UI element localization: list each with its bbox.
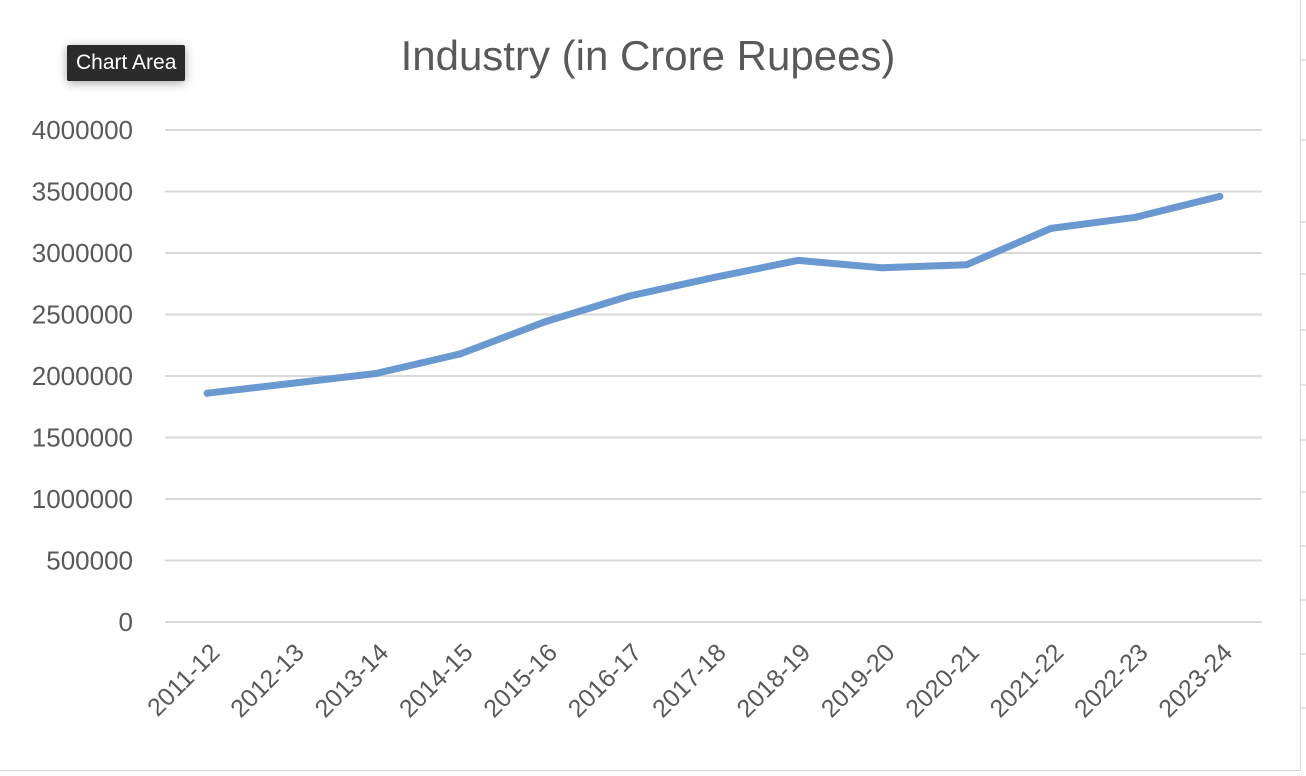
data-point[interactable] bbox=[203, 389, 211, 397]
data-point[interactable] bbox=[878, 264, 886, 272]
y-tick-label: 1500000 bbox=[32, 423, 133, 453]
y-tick-label: 3500000 bbox=[32, 177, 133, 207]
x-tick-label: 2012-13 bbox=[225, 638, 310, 723]
data-point[interactable] bbox=[963, 261, 971, 269]
y-tick-label: 3000000 bbox=[32, 238, 133, 268]
x-tick-label: 2017-18 bbox=[647, 638, 732, 723]
x-tick-label: 2014-15 bbox=[394, 638, 479, 723]
window-edge-ticks bbox=[1300, 59, 1306, 709]
x-tick-label: 2015-16 bbox=[478, 638, 563, 723]
x-tick-label: 2018-19 bbox=[731, 638, 816, 723]
data-point[interactable] bbox=[794, 256, 802, 264]
x-tick-label: 2020-21 bbox=[900, 638, 985, 723]
series-line[interactable] bbox=[203, 192, 1224, 397]
data-point[interactable] bbox=[1131, 213, 1139, 221]
y-tick-label: 4000000 bbox=[32, 115, 133, 145]
chart-area-tooltip: Chart Area bbox=[67, 45, 186, 81]
data-point[interactable] bbox=[1216, 192, 1224, 200]
y-axis-tick-labels: 0 500000 1000000 1500000 2000000 2500000 30000… bbox=[32, 115, 133, 637]
data-point[interactable] bbox=[456, 350, 464, 358]
x-tick-label: 2021-22 bbox=[985, 638, 1070, 723]
x-tick-label: 2016-17 bbox=[563, 638, 648, 723]
x-axis-tick-labels: 2011-12 2012-13 2013-14 2014-15 2015-16 2016-… bbox=[142, 638, 1238, 723]
y-tick-label: 2000000 bbox=[32, 361, 133, 391]
series-layer bbox=[203, 192, 1224, 397]
data-point[interactable] bbox=[1047, 224, 1055, 232]
y-tick-label: 1000000 bbox=[32, 484, 133, 514]
x-tick-label: 2023-24 bbox=[1153, 638, 1238, 723]
x-tick-label: 2011-12 bbox=[142, 638, 225, 721]
data-point[interactable] bbox=[372, 370, 380, 378]
x-tick-label: 2013-14 bbox=[310, 638, 395, 723]
data-point[interactable] bbox=[625, 292, 633, 300]
y-tick-label: 2500000 bbox=[32, 300, 133, 330]
y-tick-label: 500000 bbox=[46, 546, 133, 576]
chart-title: Industry (in Crore Rupees) bbox=[401, 32, 896, 79]
x-tick-label: 2019-20 bbox=[816, 638, 901, 723]
data-point[interactable] bbox=[288, 379, 296, 387]
y-tick-label: 0 bbox=[119, 607, 133, 637]
data-point[interactable] bbox=[710, 274, 717, 282]
data-point[interactable] bbox=[541, 318, 549, 326]
x-tick-label: 2022-23 bbox=[1069, 638, 1154, 723]
